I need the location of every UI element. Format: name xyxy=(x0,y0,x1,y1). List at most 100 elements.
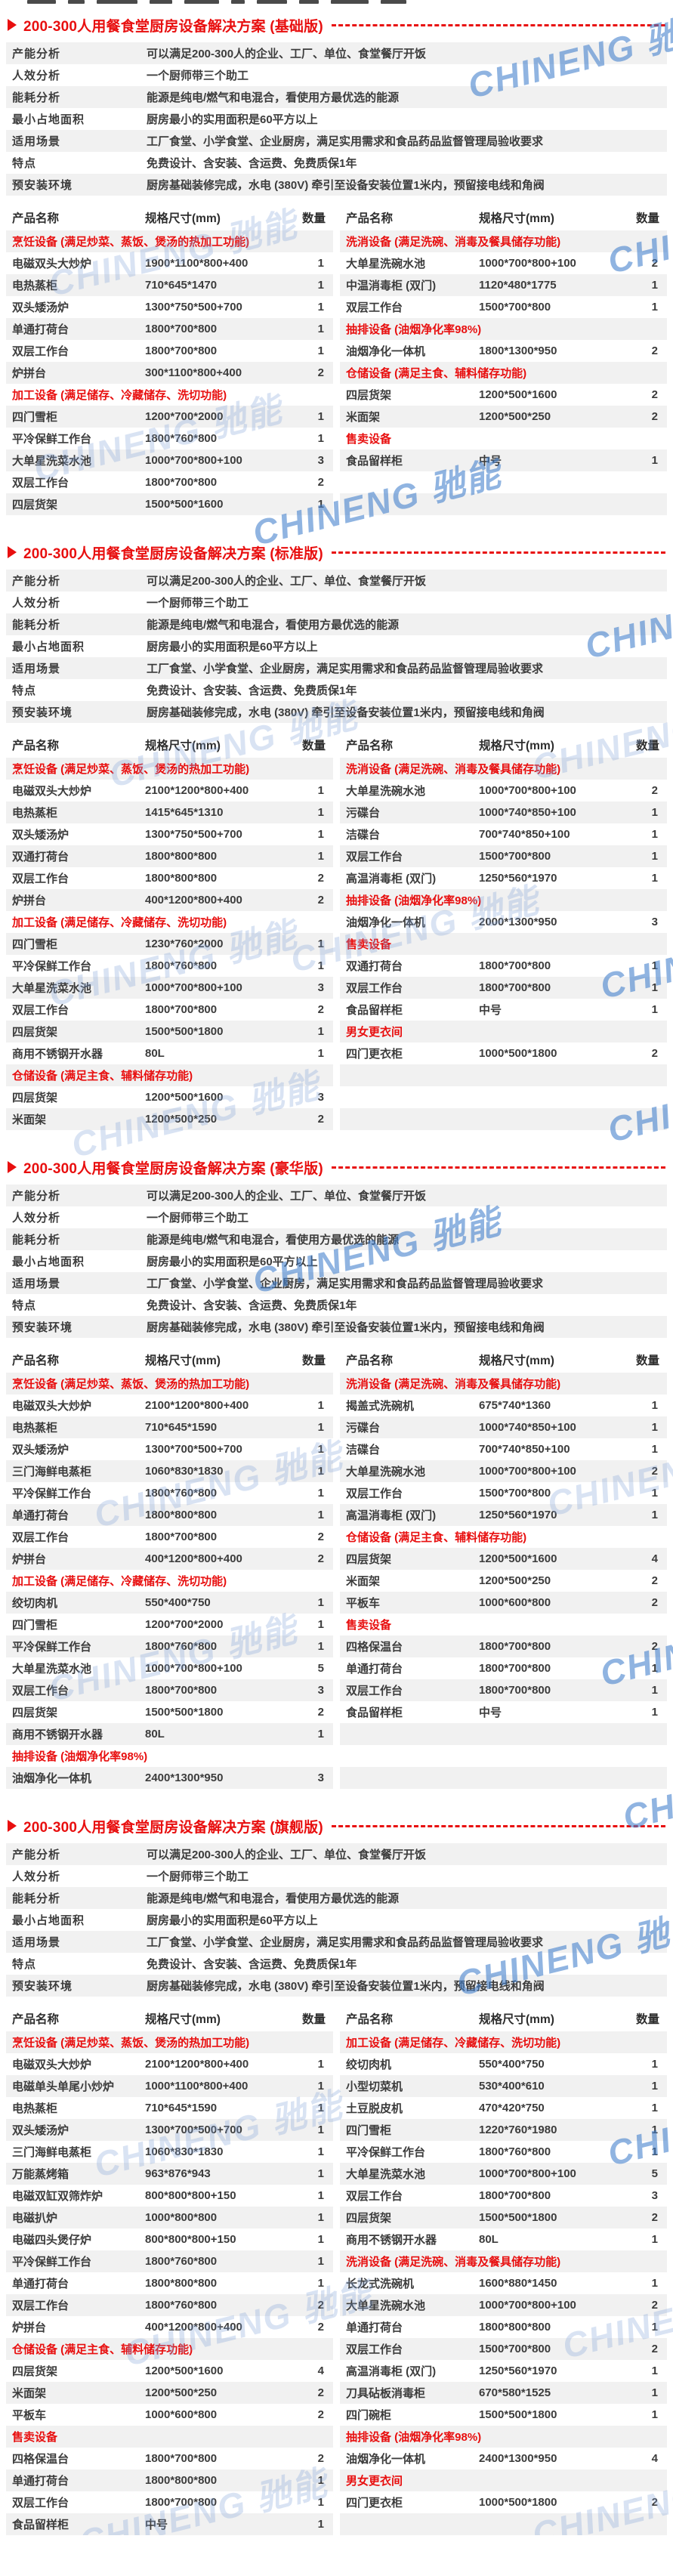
item-spec: 1500*500*1800 xyxy=(479,2408,557,2421)
equipment-row: 四层货架 1200*500*1600 4 高温消毒柜 (双门) 1250*560*197… xyxy=(6,2360,667,2382)
equipment-row: 四门雪柜 1200*700*2000 1 售卖设备 xyxy=(6,1614,667,1635)
item-spec: 1200*500*1600 xyxy=(479,388,557,401)
dashed-divider xyxy=(331,23,665,26)
attribute-row: 最小占地面积 厨房最小的实用面积是60平方以上 xyxy=(6,1250,667,1272)
item-spec: 470*420*750 xyxy=(479,2102,545,2114)
column-header-spec: 规格尺寸(mm) xyxy=(145,2013,221,2026)
attribute-value: 可以满足200-300人的企业、工厂、单位、食堂餐厅开饭 xyxy=(147,575,427,588)
section-title: 200-300人用餐食堂厨房设备解决方案 (基础版) xyxy=(23,18,323,35)
table-header-row: 产品名称 规格尺寸(mm) 数量 产品名称 规格尺寸(mm) 数量 xyxy=(6,1347,667,1373)
category-label: 男女更衣间 xyxy=(346,2475,403,2488)
dashed-divider xyxy=(331,1824,665,1827)
table-header-left: 产品名称 规格尺寸(mm) 数量 xyxy=(6,2010,333,2027)
item-qty: 1 xyxy=(651,2386,658,2399)
item-spec: 中号 xyxy=(479,1707,502,1719)
item-qty: 1 xyxy=(317,2080,324,2093)
item-row: 双层工作台 1500*700*800 2 xyxy=(340,2338,667,2360)
item-name: 电热蒸柜 xyxy=(12,1422,58,1435)
item-name: 洁碟台 xyxy=(346,829,381,842)
item-qty: 1 xyxy=(317,2518,324,2531)
item-qty: 1 xyxy=(317,257,324,270)
item-row: 单通打荷台 1800*800*800 1 xyxy=(6,2272,333,2294)
table-header-right: 产品名称 规格尺寸(mm) 数量 xyxy=(340,209,667,226)
item-qty: 2 xyxy=(317,1113,324,1126)
attribute-row: 特点 免费设计、含安装、含运费、免费质保1年 xyxy=(6,679,667,701)
item-name: 大单星洗菜水池 xyxy=(12,982,92,995)
item-qty: 1 xyxy=(317,1596,324,1609)
column-header-qty: 数量 xyxy=(301,212,326,225)
empty-row xyxy=(340,1767,667,1789)
item-name: 四层货架 xyxy=(346,1553,392,1566)
item-row: 商用不锈钢开水器 80L 1 xyxy=(6,1723,333,1745)
attribute-row: 预安装环境 厨房基础装修完成，水电 (380V) 牵引至设备安装位置1米内，预留… xyxy=(6,1316,667,1338)
item-spec: 1800*700*800 xyxy=(479,1684,551,1697)
table-header-right: 产品名称 规格尺寸(mm) 数量 xyxy=(340,737,667,753)
item-row: 商用不锈钢开水器 80L 1 xyxy=(6,1042,333,1064)
attribute-label: 最小占地面积 xyxy=(12,1914,85,1927)
item-row: 电磁双头大炒炉 2100*1200*800+400 1 xyxy=(6,780,333,802)
item-spec: 700*740*850+100 xyxy=(479,828,570,841)
item-row: 大单星洗菜水池 1000*700*800+100 3 xyxy=(6,449,333,471)
item-spec: 1600*880*1450 xyxy=(479,2277,557,2290)
equipment-table: 产品名称 规格尺寸(mm) 数量 产品名称 规格尺寸(mm) 数量 烹饪设备 (… xyxy=(6,2006,667,2535)
attribute-label: 最小占地面积 xyxy=(12,113,85,126)
item-spec: 1000*500*1800 xyxy=(479,1047,557,1060)
item-name: 绞切肉机 xyxy=(346,2059,392,2071)
attribute-label: 特点 xyxy=(12,684,37,697)
category-row: 洗消设备 (满足洗碗、消毒及餐具储存功能) xyxy=(340,230,667,252)
item-name: 米面架 xyxy=(346,1575,381,1588)
item-qty: 2 xyxy=(317,2408,324,2421)
attribute-value: 一个厨师带三个助工 xyxy=(147,1870,249,1883)
item-row: 单通打荷台 1800*800*800 1 xyxy=(6,1504,333,1526)
item-qty: 1 xyxy=(317,959,324,972)
category-label: 洗消设备 (满足洗碗、消毒及餐具储存功能) xyxy=(346,2256,561,2269)
item-name: 万能蒸烤箱 xyxy=(12,2168,69,2181)
item-qty: 2 xyxy=(651,2343,658,2355)
attribute-row: 能耗分析 能源是纯电/燃气和电混合，看使用方最优选的能源 xyxy=(6,1887,667,1909)
equipment-row: 单通打荷台 1800*800*800 1 长龙式洗碗机 1600*880*1450 1 xyxy=(6,2272,667,2294)
cropped-text-fragment xyxy=(231,0,245,4)
attribute-label: 人效分析 xyxy=(12,1870,61,1883)
item-qty: 1 xyxy=(317,2145,324,2158)
item-row: 炉拼台 400*1200*800+400 2 xyxy=(6,2316,333,2338)
attribute-row: 人效分析 一个厨师带三个助工 xyxy=(6,1206,667,1228)
category-label: 仓储设备 (满足主食、辅料储存功能) xyxy=(346,367,527,380)
equipment-row: 双通打荷台 1800*800*800 1 双层工作台 1500*700*800 1 xyxy=(6,845,667,867)
item-row: 大单星洗菜水池 1000*700*800+100 3 xyxy=(6,977,333,999)
item-spec: 1500*700*800 xyxy=(479,2343,551,2355)
attribute-row: 能耗分析 能源是纯电/燃气和电混合，看使用方最优选的能源 xyxy=(6,86,667,108)
item-row: 四门雪柜 1220*760*1980 1 xyxy=(340,2119,667,2141)
item-name: 高温消毒柜 (双门) xyxy=(346,873,437,885)
item-row: 大单星洗菜水池 1000*700*800+100 5 xyxy=(340,2163,667,2185)
dashed-divider xyxy=(331,1166,665,1169)
item-spec: 1800*700*800 xyxy=(145,1684,218,1697)
item-qty: 1 xyxy=(317,784,324,797)
item-qty: 2 xyxy=(317,1003,324,1016)
attribute-value: 免费设计、含安装、含运费、免费质保1年 xyxy=(147,1958,357,1971)
item-qty: 2 xyxy=(317,1706,324,1719)
attribute-label: 最小占地面积 xyxy=(12,641,85,653)
item-name: 四层货架 xyxy=(12,1026,58,1039)
item-row: 食品留样柜 中号 1 xyxy=(340,999,667,1021)
item-spec: 1800*800*800 xyxy=(145,2474,218,2487)
category-row: 洗消设备 (满足洗碗、消毒及餐具储存功能) xyxy=(340,758,667,780)
item-name: 小型切菜机 xyxy=(346,2080,403,2093)
item-name: 大单星洗菜水池 xyxy=(12,455,92,468)
item-name: 双层工作台 xyxy=(12,1004,69,1017)
item-qty: 1 xyxy=(317,1465,324,1478)
item-row: 炉拼台 400*1200*800+400 2 xyxy=(6,1548,333,1570)
arrow-right-icon xyxy=(8,1161,17,1173)
item-qty: 3 xyxy=(651,916,658,928)
item-spec: 1800*760*800 xyxy=(145,1640,218,1653)
item-spec: 670*580*1525 xyxy=(479,2386,551,2399)
attribute-label: 适用场景 xyxy=(12,1936,61,1949)
equipment-row: 商用不锈钢开水器 80L 1 四门更衣柜 1000*500*1800 2 xyxy=(6,1042,667,1064)
item-row: 四层货架 1200*500*1600 2 xyxy=(340,384,667,406)
item-qty: 3 xyxy=(317,454,324,467)
item-spec: 1250*560*1970 xyxy=(479,2364,557,2377)
item-qty: 1 xyxy=(651,959,658,972)
item-spec: 1200*500*1600 xyxy=(479,1552,557,1565)
attribute-label: 适用场景 xyxy=(12,663,61,675)
arrow-right-icon xyxy=(8,1820,17,1832)
item-name: 四层货架 xyxy=(12,499,58,511)
